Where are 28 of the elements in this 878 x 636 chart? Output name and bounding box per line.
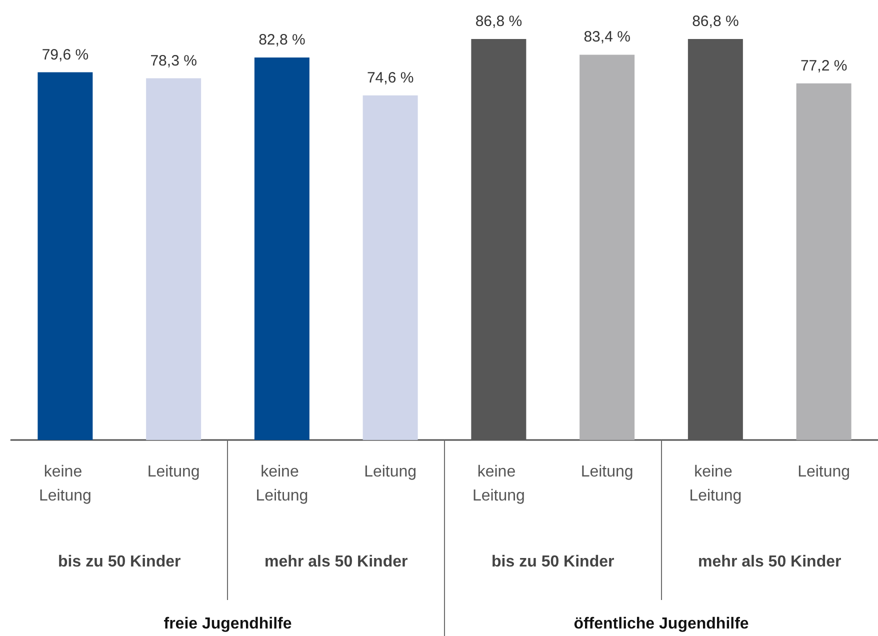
x-tick-label: keine Leitung xyxy=(472,464,525,504)
bar xyxy=(362,95,418,440)
x-tick-label: Leitung xyxy=(147,464,200,480)
text: öffentliche Jugendhilfe xyxy=(574,616,749,632)
text: bis zu 50 Kinder xyxy=(492,554,614,570)
x-tick-label: keine Leitung xyxy=(38,464,92,504)
data-label: 77,2 % xyxy=(800,57,848,74)
x-tick-label: keine Leitung xyxy=(256,464,308,504)
bar xyxy=(580,54,635,440)
text: mehr als 50 Kinder xyxy=(698,554,842,570)
bar xyxy=(146,78,202,440)
x-tick-label: Leitung xyxy=(798,464,850,480)
data-label: 79,6 % xyxy=(42,46,89,64)
bar xyxy=(796,83,852,440)
data-label: 82,8 % xyxy=(258,31,306,48)
data-label: 83,4 % xyxy=(584,28,630,46)
x-tick-label: keine Leitung xyxy=(689,464,742,504)
data-label: 86,8 % xyxy=(475,13,522,30)
text: freie Jugendhilfe xyxy=(164,616,292,632)
x-tick-label: Leitung xyxy=(364,464,417,480)
data-label: 74,6 % xyxy=(366,69,414,86)
text: mehr als 50 Kinder xyxy=(264,554,408,570)
data-label: 78,3 % xyxy=(150,52,197,70)
text: bis zu 50 Kinder xyxy=(58,554,181,570)
bar xyxy=(38,72,93,440)
bar xyxy=(254,57,310,440)
x-tick-label: Leitung xyxy=(580,464,634,480)
data-label: 86,8 % xyxy=(692,13,739,30)
